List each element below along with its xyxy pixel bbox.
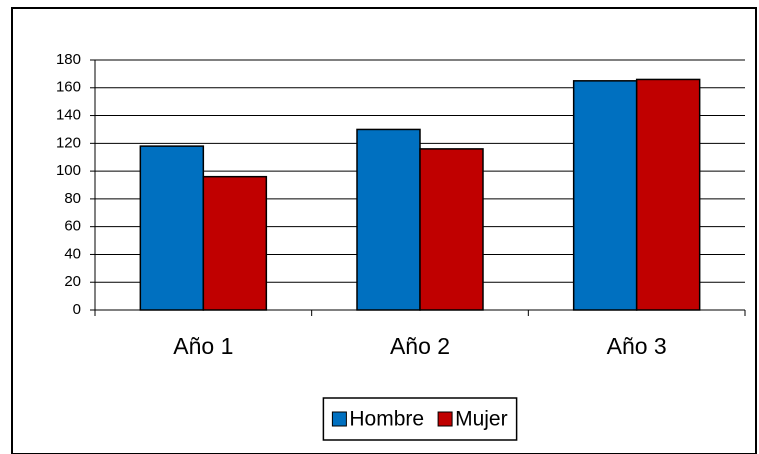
y-tick-label: 120 xyxy=(56,134,81,151)
bar xyxy=(356,128,421,311)
y-tick-label: 60 xyxy=(64,218,81,235)
x-tick-label: Año 1 xyxy=(173,333,233,359)
bar xyxy=(139,145,205,311)
y-tick-label: 40 xyxy=(64,245,81,262)
legend-swatch xyxy=(437,411,453,427)
legend-swatch xyxy=(331,411,347,427)
y-tick-label: 180 xyxy=(56,51,81,68)
legend-label: Hombre xyxy=(349,408,424,431)
legend: Hombre Mujer xyxy=(322,397,518,441)
bar xyxy=(572,80,638,311)
y-tick-label: 80 xyxy=(64,190,81,207)
y-tick-label: 100 xyxy=(56,162,81,179)
y-tick-label: 140 xyxy=(56,107,81,124)
bar xyxy=(202,175,268,311)
bar xyxy=(635,78,701,311)
x-tick-label: Año 2 xyxy=(390,333,450,359)
y-tick-label: 160 xyxy=(56,79,81,96)
x-tick-label: Año 3 xyxy=(607,333,667,359)
y-tick-label: 0 xyxy=(73,301,81,318)
bar xyxy=(419,148,484,311)
legend-box xyxy=(322,397,518,441)
y-tick-label: 20 xyxy=(64,273,81,290)
legend-label: Mujer xyxy=(455,408,508,431)
